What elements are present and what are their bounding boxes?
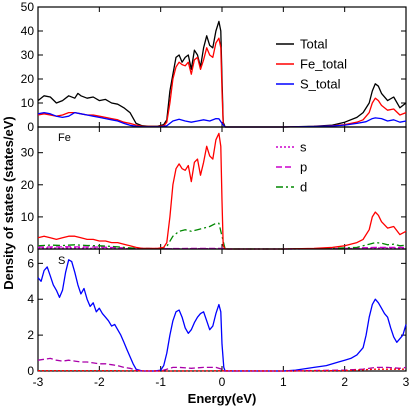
y-axis-label: Density of states (states/eV) [1, 116, 16, 289]
y-tick-label: 30 [21, 48, 35, 62]
y-tick-label: 0 [27, 120, 34, 134]
panel-label: Fe [58, 132, 71, 144]
y-tick-label: 20 [21, 178, 35, 192]
legend-entry: s [300, 140, 307, 155]
x-axis-label: Energy(eV) [188, 391, 257, 406]
panel-2: 0 10 20 30 spd Fe [21, 126, 407, 256]
x-tick-label: 3 [403, 375, 409, 389]
series-line-total [37, 20, 407, 128]
y-tick-label: 0 [27, 364, 34, 378]
y-tick-label: 0 [27, 242, 34, 256]
y-tick-label: 10 [21, 96, 35, 110]
legend-entry: S_total [300, 77, 341, 92]
legend-entry: Total [300, 37, 328, 52]
series-line-p3-3 [38, 368, 406, 372]
panel-1: 0 10 20 30 40 50 Total Fe_total S_total [21, 0, 407, 134]
y-tick-label: 4 [27, 292, 34, 306]
y-tick-label: 20 [21, 72, 35, 86]
x-tick-label: 0 [219, 375, 226, 389]
x-tick-label: -2 [94, 375, 105, 389]
x-tick-label: -3 [33, 375, 44, 389]
series-line-p3-1 [37, 259, 407, 372]
legend-entry: Fe_total [300, 57, 347, 72]
legend-entry: p [300, 160, 307, 175]
y-tick-label: 6 [27, 256, 34, 270]
y-tick-label: 2 [27, 328, 34, 342]
y-tick-label: 40 [21, 24, 35, 38]
series-line-d [37, 222, 407, 250]
panel-3: 0 2 4 6 S [27, 248, 407, 378]
y-tick-label: 30 [21, 146, 35, 160]
y-tick-label: 50 [21, 0, 35, 14]
series-line-fe-total [37, 37, 407, 128]
y-tick-label: 10 [21, 210, 35, 224]
series-line-s-total [37, 111, 407, 128]
panel-label: S [58, 255, 65, 267]
legend-entry: d [300, 180, 307, 195]
x-tick-label: 2 [341, 375, 348, 389]
panel-frame [37, 248, 407, 372]
series-line-p2-4 [37, 132, 407, 250]
x-tick-label: -1 [155, 375, 166, 389]
x-tick-label: 1 [280, 375, 287, 389]
series-line-p3-2 [37, 357, 407, 372]
